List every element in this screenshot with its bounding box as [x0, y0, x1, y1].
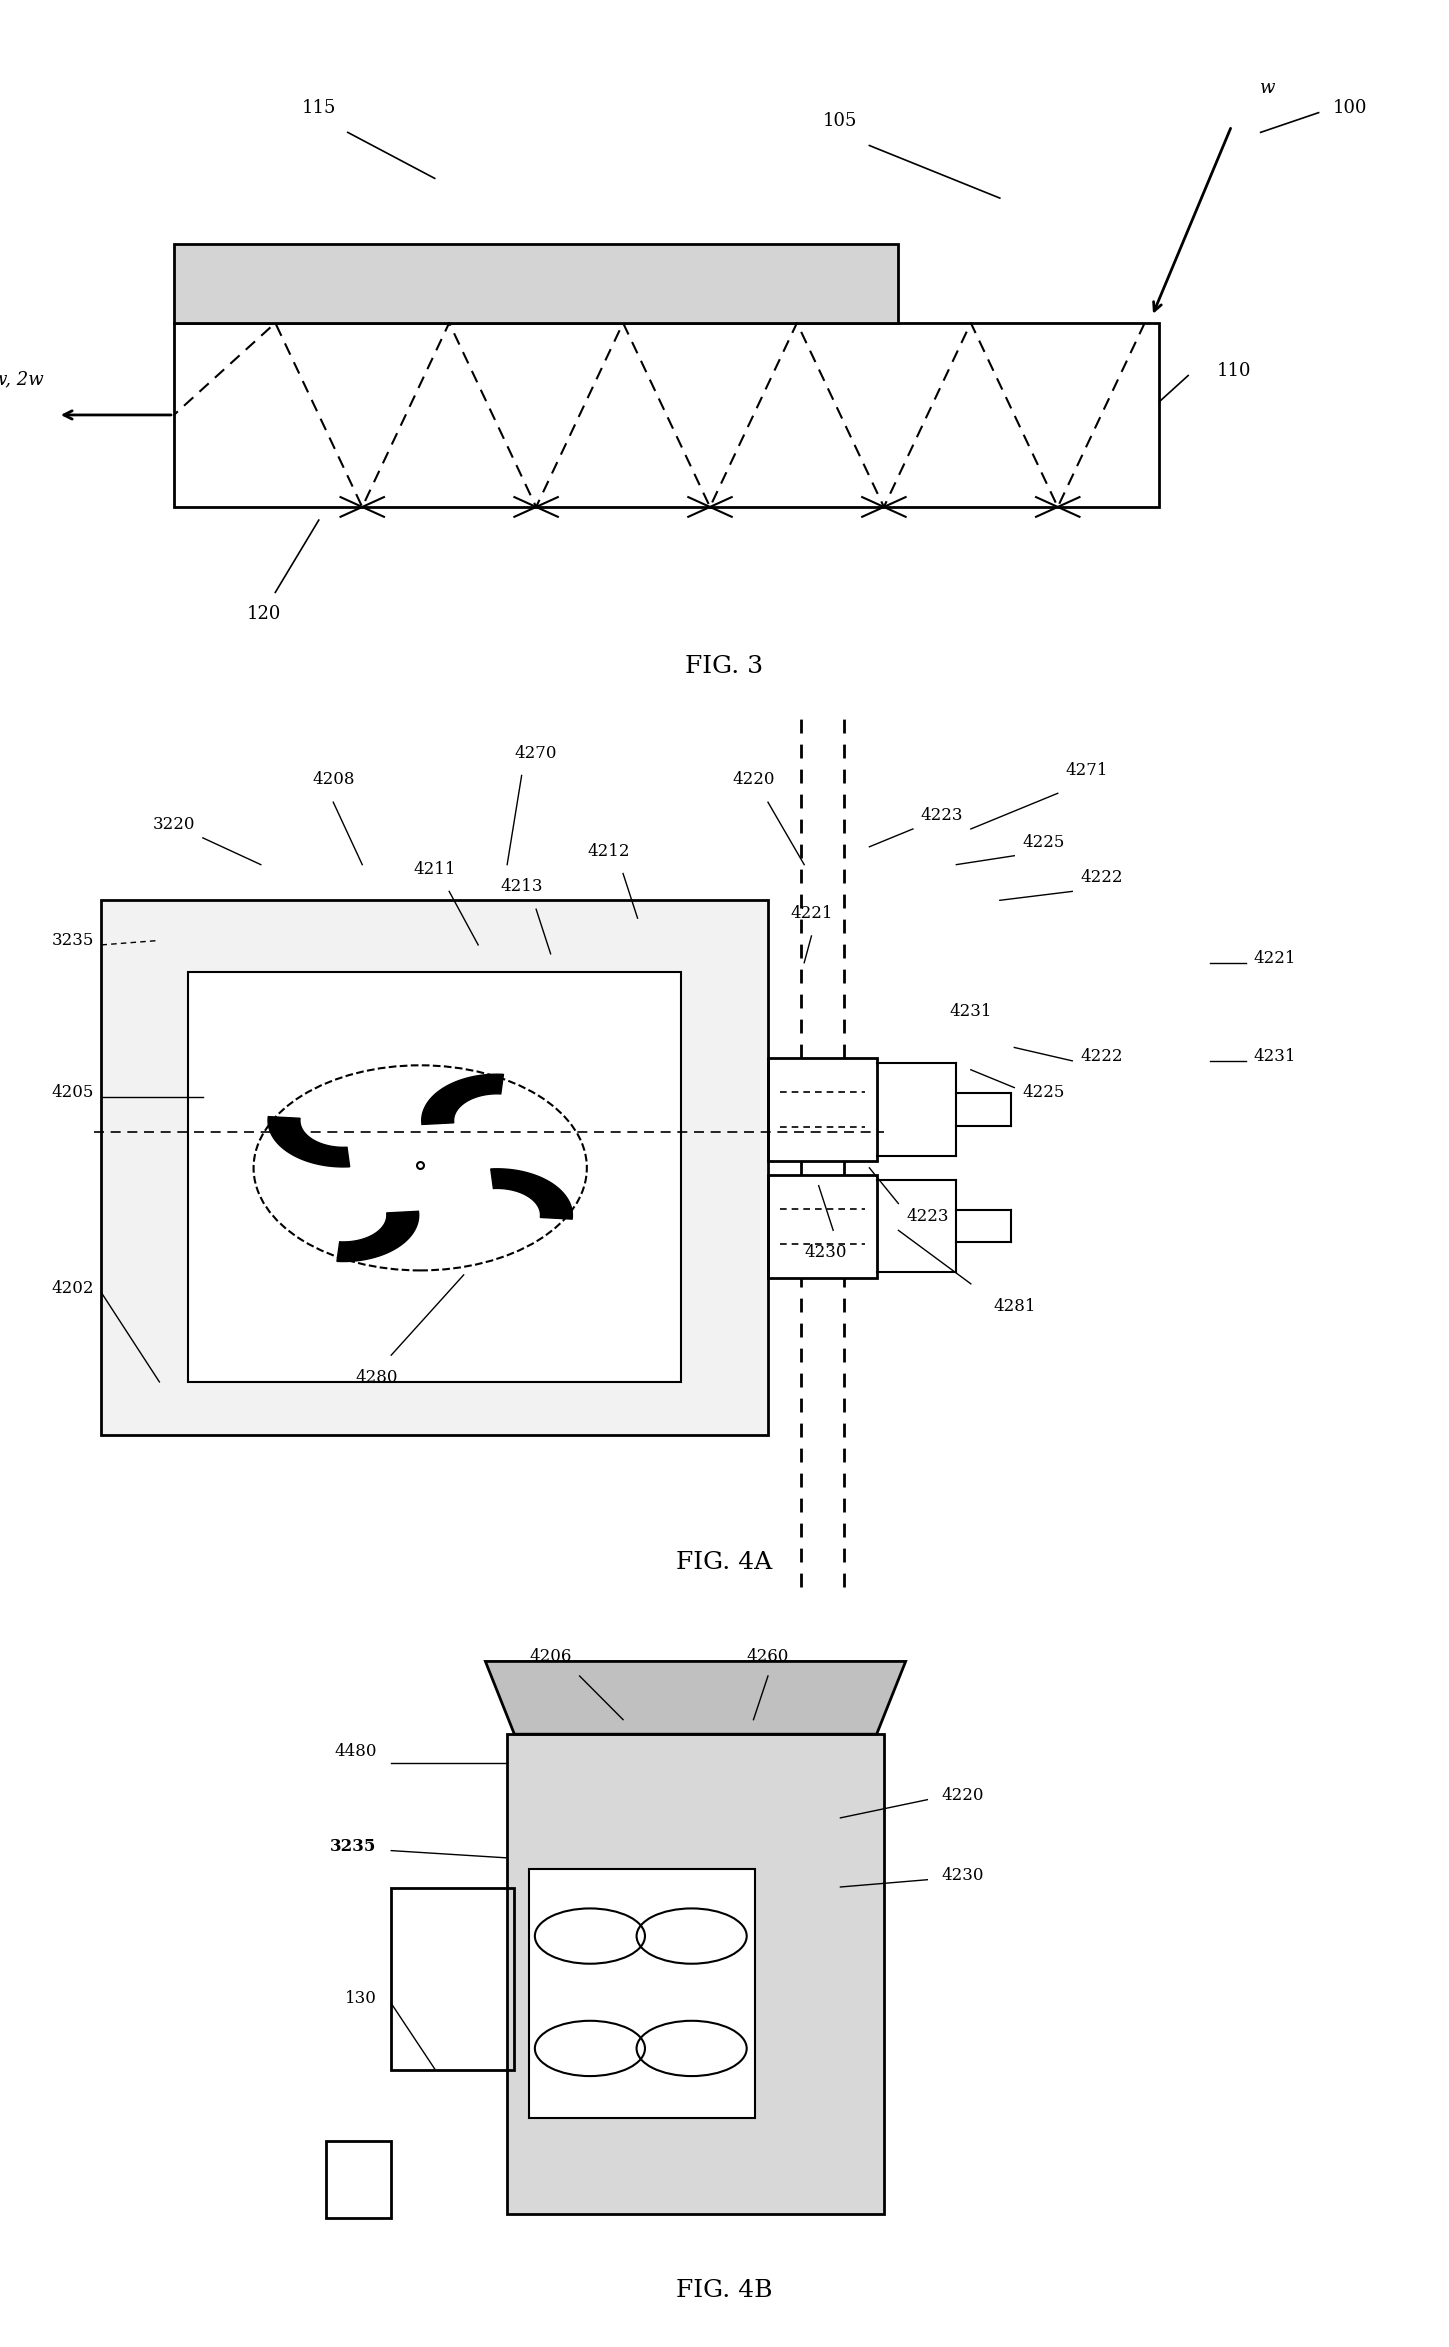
Text: 4230: 4230 — [804, 1244, 848, 1260]
Text: 4212: 4212 — [587, 843, 630, 859]
Polygon shape — [174, 244, 898, 324]
Polygon shape — [338, 1211, 419, 1263]
Polygon shape — [485, 1662, 906, 1734]
Polygon shape — [268, 1117, 349, 1166]
Text: 4225: 4225 — [1022, 1084, 1065, 1101]
Text: 4211: 4211 — [413, 861, 456, 878]
Text: 4231: 4231 — [1253, 1047, 1295, 1066]
Text: 4260: 4260 — [746, 1648, 790, 1666]
Polygon shape — [491, 1169, 572, 1218]
Text: 4223: 4223 — [920, 807, 964, 824]
Polygon shape — [529, 1868, 755, 2119]
Text: 4220: 4220 — [732, 772, 775, 789]
Text: 4223: 4223 — [906, 1209, 949, 1225]
Text: 130: 130 — [345, 1990, 377, 2007]
Text: 4208: 4208 — [312, 772, 355, 789]
Text: 4280: 4280 — [355, 1368, 398, 1387]
Text: FIG. 4B: FIG. 4B — [677, 2279, 772, 2302]
Text: w: w — [1261, 80, 1275, 96]
Text: 4221: 4221 — [790, 906, 833, 922]
Text: 4281: 4281 — [993, 1298, 1036, 1314]
Text: 4225: 4225 — [1022, 833, 1065, 852]
Text: 115: 115 — [301, 99, 336, 117]
Text: 4213: 4213 — [500, 878, 543, 897]
Text: 4271: 4271 — [1065, 763, 1108, 779]
Polygon shape — [101, 901, 768, 1436]
Text: 4231: 4231 — [949, 1002, 993, 1021]
Text: 4202: 4202 — [52, 1279, 94, 1298]
Text: 3235: 3235 — [330, 1838, 377, 1854]
Polygon shape — [422, 1075, 503, 1124]
Text: FIG. 3: FIG. 3 — [685, 655, 764, 678]
Text: 100: 100 — [1333, 99, 1368, 117]
Text: 4222: 4222 — [1080, 1047, 1123, 1066]
Polygon shape — [188, 972, 681, 1382]
Text: 4205: 4205 — [52, 1084, 94, 1101]
Text: 4221: 4221 — [1253, 951, 1295, 967]
Text: w, 2w: w, 2w — [0, 371, 43, 390]
Text: 4270: 4270 — [514, 744, 558, 763]
Text: 4222: 4222 — [1080, 868, 1123, 887]
Text: 4220: 4220 — [942, 1786, 984, 1805]
Text: FIG. 4A: FIG. 4A — [677, 1551, 772, 1575]
Text: 4230: 4230 — [942, 1866, 984, 1885]
Text: 4480: 4480 — [335, 1744, 377, 1760]
Text: 105: 105 — [823, 113, 858, 129]
Text: 4206: 4206 — [529, 1648, 572, 1666]
Text: 3235: 3235 — [52, 932, 94, 948]
Text: 3220: 3220 — [152, 817, 196, 833]
Text: 120: 120 — [246, 606, 281, 622]
Polygon shape — [507, 1734, 884, 2216]
Text: 110: 110 — [1217, 361, 1252, 380]
